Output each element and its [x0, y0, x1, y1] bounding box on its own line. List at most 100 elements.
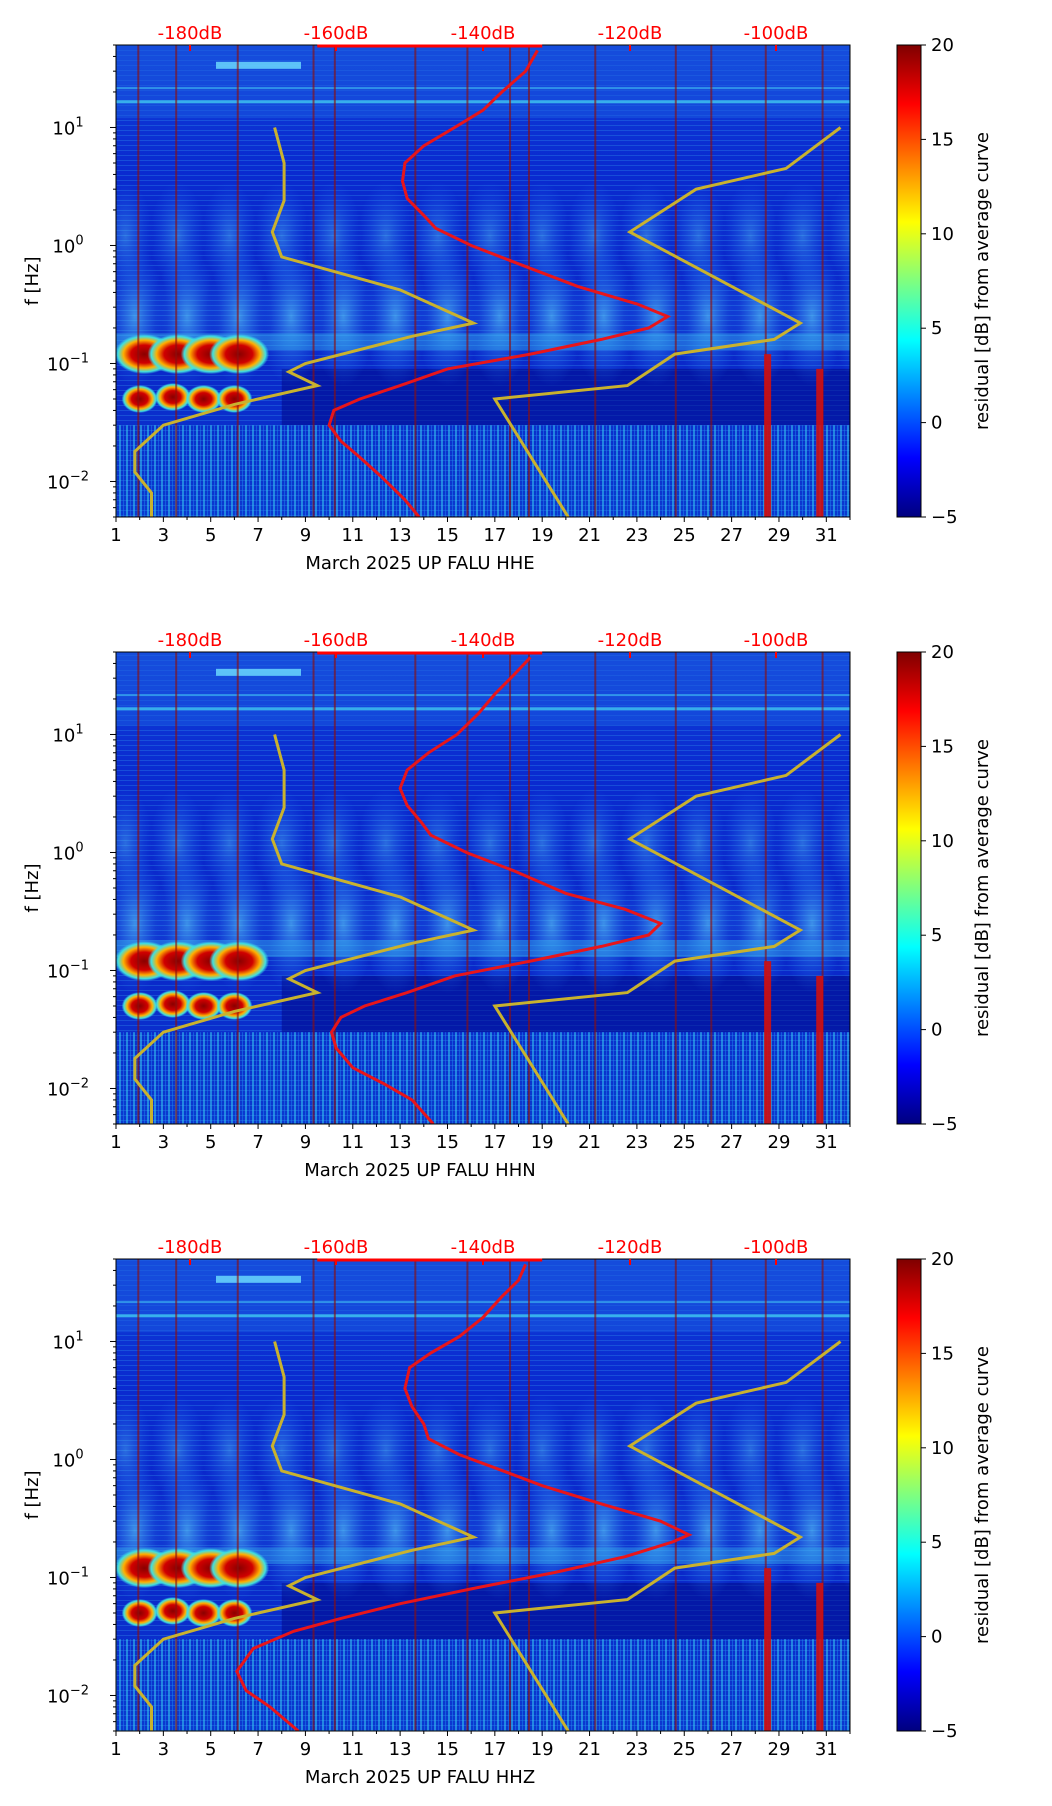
heatmap-event-line — [137, 45, 140, 517]
x-tick-label: 7 — [252, 525, 263, 546]
top-axis-label: -100dB — [744, 23, 809, 44]
x-tick-label: 25 — [673, 1132, 696, 1153]
x-axis-label: March 2025 UP FALU HHZ — [305, 1767, 535, 1788]
heatmap-glow — [722, 1395, 779, 1506]
y-tick-exponent: 0 — [75, 1447, 83, 1462]
x-tick-label: 21 — [578, 525, 601, 546]
colorbar-label: residual [dB] from average curve — [972, 1346, 993, 1644]
x-tick-label: 31 — [815, 1132, 838, 1153]
x-tick-label: 13 — [389, 525, 412, 546]
heatmap-hotspot — [185, 385, 222, 413]
colorbar-tick-label: 15 — [931, 129, 954, 150]
heatmap-event-line — [821, 1259, 824, 1731]
top-axis-label: -120dB — [598, 630, 663, 651]
heatmap-hf-patch — [216, 1275, 301, 1283]
y-tick-label: 10−1 — [47, 351, 89, 375]
top-axis-label: -160dB — [304, 1237, 369, 1258]
heatmap-glow — [149, 788, 206, 899]
heatmap-event-burst — [816, 1582, 824, 1731]
colorbar-tick-label: −5 — [931, 507, 958, 528]
heatmap-hotspot — [185, 1599, 222, 1627]
y-tick-label: 10−1 — [47, 958, 89, 982]
top-axis-label: -140dB — [451, 1237, 516, 1258]
heatmap-glow — [201, 788, 258, 899]
yellow-curve-left — [133, 127, 479, 517]
x-tick-label: 19 — [531, 525, 554, 546]
x-tick-label: 29 — [768, 525, 791, 546]
y-tick-label: 10−1 — [47, 1565, 89, 1589]
top-axis-label: -100dB — [744, 1237, 809, 1258]
heatmap-event-line — [137, 1259, 140, 1731]
y-tick-exponent: −1 — [70, 351, 89, 366]
colorbar-tick-label: −5 — [931, 1721, 958, 1742]
heatmap-event-line — [236, 1259, 239, 1731]
heatmap-lf-bursts — [116, 425, 850, 517]
heatmap-event-line — [821, 45, 824, 517]
heatmap-hotspot — [121, 385, 158, 413]
heatmap-glow — [462, 1395, 519, 1506]
heatmap-glow — [826, 181, 850, 291]
heatmap-event-line — [333, 652, 336, 1124]
y-tick-label: 100 — [52, 840, 83, 864]
colorbar: 20 15 10 5 0 −5 residual [dB] from average cur… — [896, 35, 993, 528]
x-tick-label: 7 — [252, 1132, 263, 1153]
y-tick-label: 100 — [52, 1447, 83, 1471]
colorbar-tick-label: 10 — [931, 831, 954, 852]
colorbar-tick-label: 0 — [931, 1020, 942, 1041]
heatmap-event-line — [764, 652, 767, 1124]
colorbar-gradient — [896, 1258, 922, 1732]
heatmap-event-line — [466, 1259, 469, 1731]
heatmap-glow — [670, 181, 727, 292]
heatmap-glow — [201, 181, 258, 292]
x-tick-label: 5 — [205, 525, 216, 546]
heatmap-glow — [410, 788, 467, 899]
x-tick-label: 15 — [436, 1132, 459, 1153]
x-tick-label: 19 — [531, 1132, 554, 1153]
heatmap-glow — [357, 1395, 414, 1506]
x-tick-label: 11 — [341, 1739, 364, 1760]
heatmap-event-line — [466, 45, 469, 517]
red-curve — [235, 1263, 693, 1731]
colorbar-tick-label: 15 — [931, 736, 954, 757]
heatmap-hf-line — [116, 1301, 850, 1304]
top-axis-label: -160dB — [304, 23, 369, 44]
y-tick-exponent: 1 — [75, 115, 83, 130]
colorbar: 20 15 10 5 0 −5 residual [dB] from average cur… — [896, 642, 993, 1135]
heatmap-event-line — [236, 45, 239, 517]
heatmap-glow — [410, 181, 467, 292]
top-axis-label: -140dB — [451, 630, 516, 651]
heatmap-glow — [201, 1395, 258, 1506]
y-tick-exponent: −2 — [70, 1683, 89, 1698]
heatmap-hf-line — [116, 87, 850, 90]
red-curve — [327, 49, 672, 517]
heatmap-glow — [514, 1395, 571, 1506]
y-tick-label: 10−2 — [47, 469, 89, 493]
colorbar: 20 15 10 5 0 −5 residual [dB] from average cur… — [896, 1249, 993, 1742]
heatmap-glow — [253, 1395, 310, 1506]
heatmap-band — [116, 940, 850, 958]
x-tick-label: 13 — [389, 1132, 412, 1153]
heatmap-band — [116, 333, 850, 351]
yellow-curve-right — [492, 126, 842, 517]
heatmap-event-line — [710, 1259, 713, 1731]
y-axis-label: f [Hz] — [22, 1470, 43, 1519]
x-tick-label: 11 — [341, 1132, 364, 1153]
x-tick-label: 23 — [625, 1739, 648, 1760]
yellow-curve-left — [133, 1341, 479, 1731]
heatmap-glow — [722, 181, 779, 292]
x-axis-label: March 2025 UP FALU HHE — [305, 553, 534, 574]
y-tick-exponent: 0 — [75, 840, 83, 855]
heatmap-glow — [116, 1395, 154, 1506]
top-axis-label: -120dB — [598, 23, 663, 44]
heatmap-glow — [149, 181, 206, 292]
heatmap-hf-band — [116, 652, 850, 726]
x-tick-label: 17 — [483, 525, 506, 546]
heatmap-event-line — [236, 652, 239, 1124]
red-curve — [329, 656, 664, 1124]
x-tick-label: 23 — [625, 525, 648, 546]
x-tick-label: 9 — [300, 1132, 311, 1153]
heatmap-event-line — [466, 652, 469, 1124]
heatmap-glow — [618, 788, 675, 899]
x-tick-label: 27 — [720, 1739, 743, 1760]
